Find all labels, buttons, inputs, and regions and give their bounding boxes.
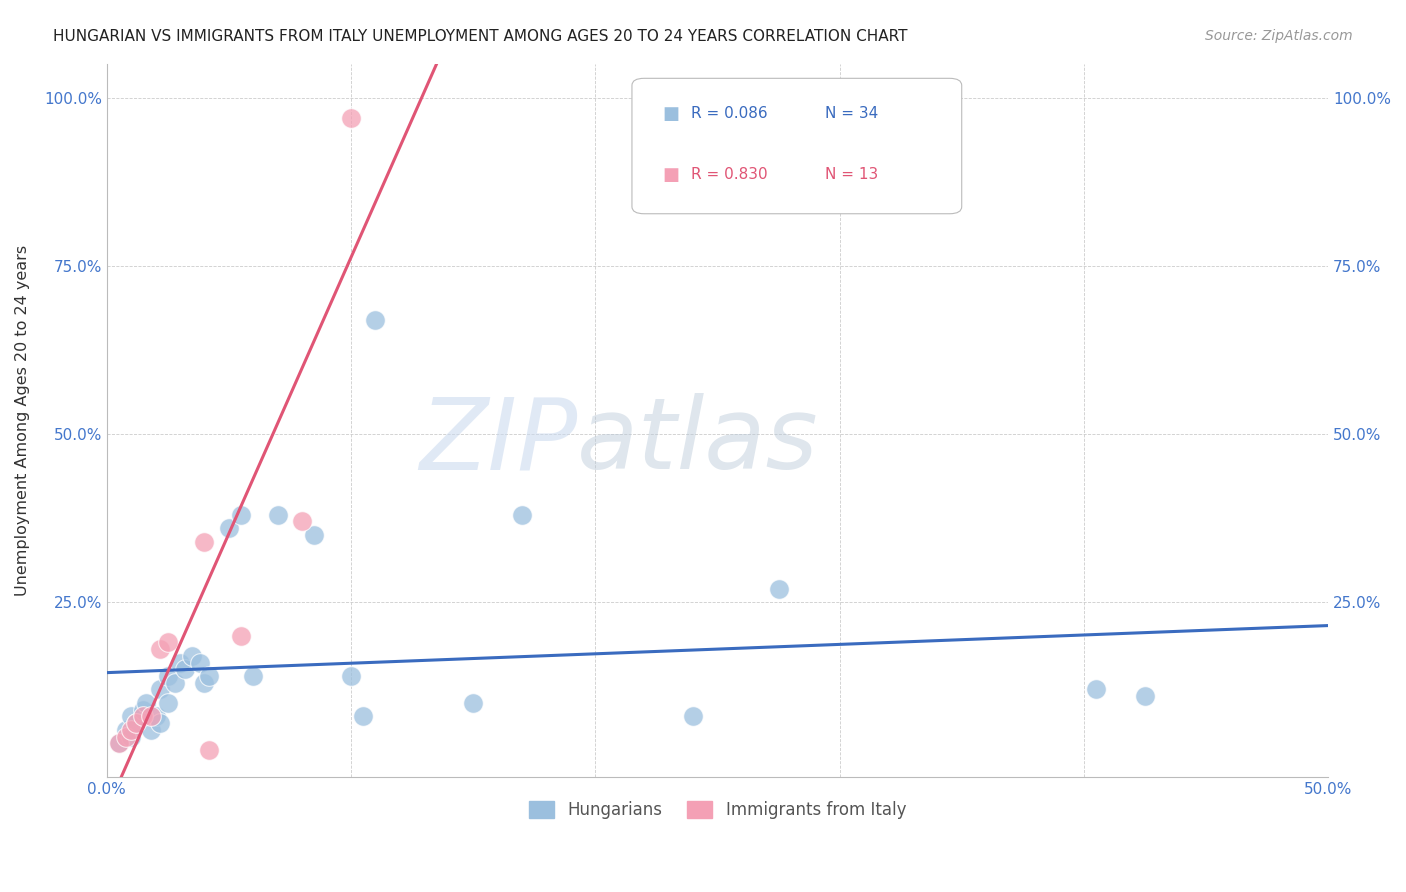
Point xyxy=(156,669,179,683)
Text: N = 13: N = 13 xyxy=(825,167,879,182)
Point xyxy=(463,696,485,710)
Point xyxy=(149,642,172,657)
Point xyxy=(132,703,155,717)
Point xyxy=(242,669,264,683)
Point xyxy=(198,669,221,683)
Point xyxy=(510,508,533,522)
Point xyxy=(108,736,131,750)
Text: Source: ZipAtlas.com: Source: ZipAtlas.com xyxy=(1205,29,1353,43)
Point xyxy=(193,675,215,690)
Point xyxy=(115,730,138,744)
Point xyxy=(156,696,179,710)
Point xyxy=(125,716,148,731)
Point xyxy=(682,709,704,723)
Text: ■: ■ xyxy=(662,105,679,123)
Point xyxy=(174,662,197,676)
Point xyxy=(169,656,191,670)
Point xyxy=(149,682,172,697)
Point xyxy=(135,696,157,710)
Point xyxy=(139,709,162,723)
Point xyxy=(120,709,142,723)
Point xyxy=(145,709,167,723)
Point xyxy=(229,629,252,643)
Point xyxy=(304,528,326,542)
Point xyxy=(218,521,240,535)
Point xyxy=(188,656,211,670)
Point xyxy=(340,111,363,125)
Point xyxy=(198,743,221,757)
Point xyxy=(1133,689,1156,703)
Point xyxy=(768,582,790,596)
Point xyxy=(340,669,363,683)
Point xyxy=(291,514,314,528)
Point xyxy=(229,508,252,522)
Point xyxy=(120,723,142,737)
FancyBboxPatch shape xyxy=(631,78,962,214)
Point xyxy=(352,709,374,723)
Y-axis label: Unemployment Among Ages 20 to 24 years: Unemployment Among Ages 20 to 24 years xyxy=(15,245,30,596)
Legend: Hungarians, Immigrants from Italy: Hungarians, Immigrants from Italy xyxy=(522,794,912,826)
Text: ■: ■ xyxy=(662,166,679,184)
Point xyxy=(193,534,215,549)
Text: HUNGARIAN VS IMMIGRANTS FROM ITALY UNEMPLOYMENT AMONG AGES 20 TO 24 YEARS CORREL: HUNGARIAN VS IMMIGRANTS FROM ITALY UNEMP… xyxy=(53,29,908,44)
Text: N = 34: N = 34 xyxy=(825,106,879,121)
Point xyxy=(115,723,138,737)
Text: ZIP: ZIP xyxy=(419,393,576,491)
Point xyxy=(132,709,155,723)
Text: R = 0.086: R = 0.086 xyxy=(690,106,768,121)
Point xyxy=(165,675,187,690)
Point xyxy=(139,723,162,737)
Point xyxy=(149,716,172,731)
Point xyxy=(120,730,142,744)
Point xyxy=(267,508,290,522)
Point xyxy=(108,736,131,750)
Point xyxy=(181,648,204,663)
Point xyxy=(364,312,387,326)
Point xyxy=(125,716,148,731)
Text: R = 0.830: R = 0.830 xyxy=(690,167,768,182)
Point xyxy=(1085,682,1108,697)
Point xyxy=(156,635,179,649)
Text: atlas: atlas xyxy=(576,393,818,491)
